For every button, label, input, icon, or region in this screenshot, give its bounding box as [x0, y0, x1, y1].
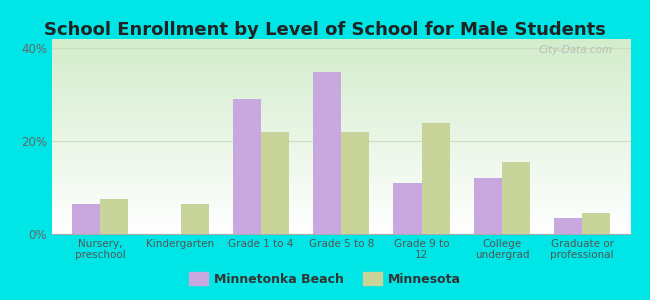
Text: City-Data.com: City-Data.com — [539, 45, 613, 55]
Bar — [554, 218, 582, 234]
Bar — [422, 123, 450, 234]
Bar — [502, 162, 530, 234]
Bar — [181, 204, 209, 234]
Bar — [100, 199, 128, 234]
Bar — [474, 178, 502, 234]
Bar — [233, 99, 261, 234]
Bar — [341, 132, 369, 234]
Bar — [261, 132, 289, 234]
Text: School Enrollment by Level of School for Male Students: School Enrollment by Level of School for… — [44, 21, 606, 39]
Bar — [313, 71, 341, 234]
Bar — [72, 204, 100, 234]
Legend: Minnetonka Beach, Minnesota: Minnetonka Beach, Minnesota — [184, 267, 466, 291]
Bar — [393, 183, 422, 234]
Bar — [582, 213, 610, 234]
